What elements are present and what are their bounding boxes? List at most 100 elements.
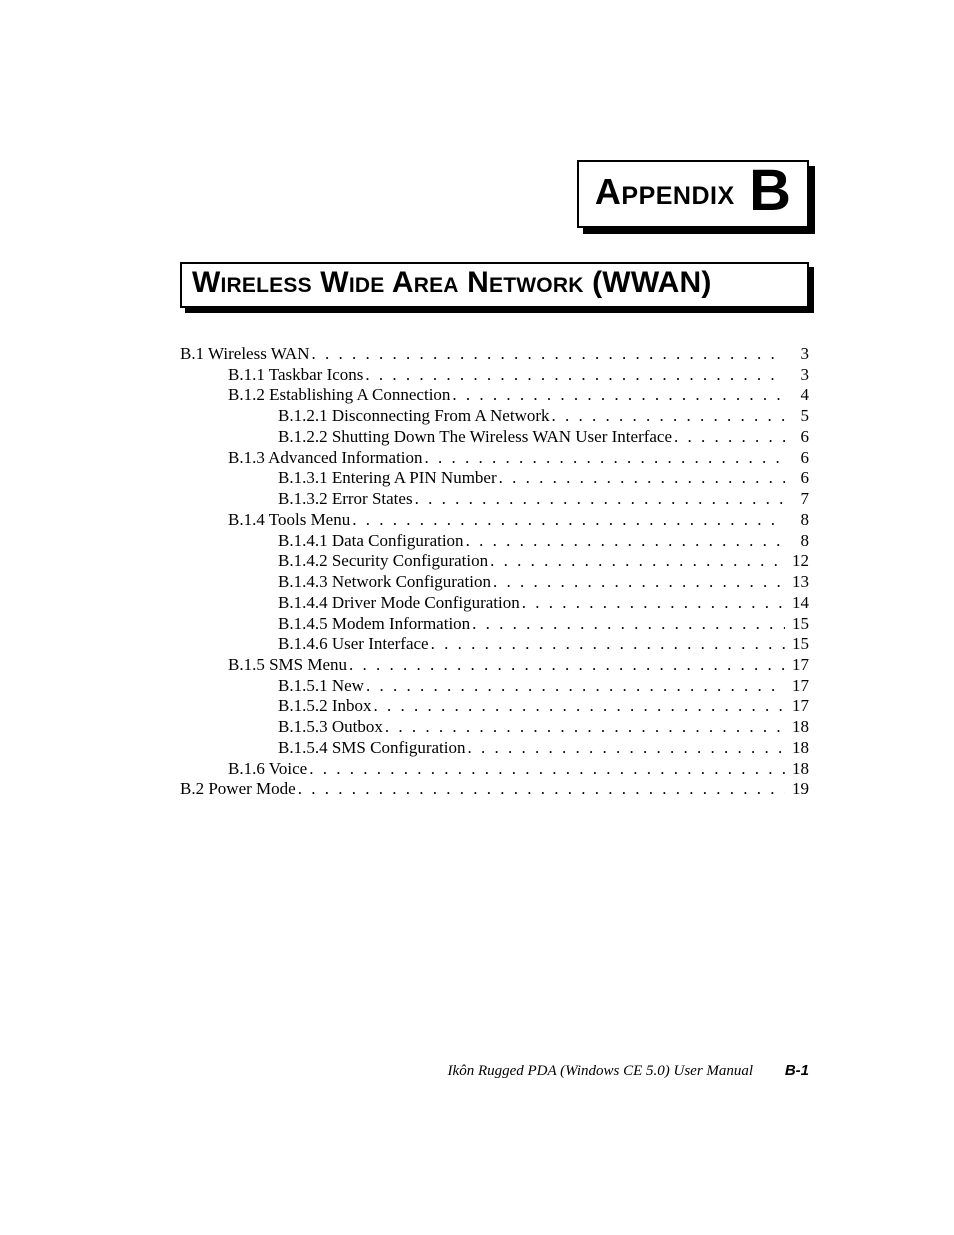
toc-entry-label: B.1.3.1 Entering A PIN Number [278,468,497,489]
toc-leader-dots [366,676,785,697]
toc-entry[interactable]: B.1.5 SMS Menu 17 [228,655,809,676]
page: Appendix B Wireless Wide Area Network (W… [0,0,954,1235]
toc-entry[interactable]: B.1.4 Tools Menu 8 [228,510,809,531]
subtitle-box: Wireless Wide Area Network (WWAN) [180,262,809,308]
toc-leader-dots [298,779,785,800]
toc-entry-label: B.1.2 Establishing A Connection [228,385,450,406]
toc-leader-dots [466,531,785,552]
toc-entry-page: 12 [787,551,809,572]
toc-entry-page: 6 [787,468,809,489]
appendix-heading-face: Appendix B [577,160,809,228]
toc-entry-page: 13 [787,572,809,593]
toc-entry-page: 17 [787,676,809,697]
toc-leader-dots [499,468,785,489]
toc-leader-dots [674,427,785,448]
toc-entry-label: B.1.3.2 Error States [278,489,413,510]
table-of-contents: B.1 Wireless WAN3B.1.1 Taskbar Icons3B.1… [180,344,809,800]
toc-entry-label: B.1.2.2 Shutting Down The Wireless WAN U… [278,427,672,448]
toc-entry-label: B.1.4.5 Modem Information [278,614,470,635]
toc-entry-label: B.1.4.1 Data Configuration [278,531,464,552]
toc-entry-page: 18 [787,717,809,738]
toc-entry[interactable]: B.1.3 Advanced Information 6 [228,448,809,469]
toc-entry[interactable]: B.1.4.3 Network Configuration 13 [278,572,809,593]
toc-entry-page: 19 [787,779,809,800]
toc-leader-dots [468,738,786,759]
toc-entry-label: B.1.3 Advanced Information [228,448,423,469]
toc-entry-label: B.1.6 Voice [228,759,307,780]
toc-entry[interactable]: B.1.2.1 Disconnecting From A Network 5 [278,406,809,427]
toc-entry-page: 7 [787,489,809,510]
toc-entry-label: B.1.5.4 SMS Configuration [278,738,466,759]
toc-leader-dots [311,344,785,365]
toc-entry-page: 14 [787,593,809,614]
toc-entry[interactable]: B.1.3.1 Entering A PIN Number 6 [278,468,809,489]
toc-entry-page: 3 [787,344,809,365]
toc-entry-page: 17 [787,655,809,676]
toc-entry[interactable]: B.1.4.6 User Interface 15 [278,634,809,655]
toc-entry-label: B.1.5.2 Inbox [278,696,372,717]
toc-entry[interactable]: B.1.5.3 Outbox 18 [278,717,809,738]
toc-entry[interactable]: B.1.5.4 SMS Configuration 18 [278,738,809,759]
subtitle-row: Wireless Wide Area Network (WWAN) [180,262,809,308]
toc-entry-label: B.1.4.3 Network Configuration [278,572,491,593]
toc-entry-label: B.1 Wireless WAN [180,344,309,365]
toc-leader-dots [349,655,785,676]
toc-entry[interactable]: B.1.6 Voice 18 [228,759,809,780]
toc-entry[interactable]: B.1.1 Taskbar Icons 3 [228,365,809,386]
footer-manual-title: Ikôn Rugged PDA (Windows CE 5.0) User Ma… [448,1063,754,1079]
toc-leader-dots [552,406,785,427]
toc-leader-dots [365,365,785,386]
toc-entry-label: B.1.1 Taskbar Icons [228,365,363,386]
heading-row: Appendix B [180,160,809,228]
toc-leader-dots [374,696,786,717]
toc-entry-label: B.1.5.3 Outbox [278,717,383,738]
toc-entry-page: 3 [787,365,809,386]
toc-entry-label: B.1.4.6 User Interface [278,634,429,655]
toc-entry[interactable]: B.1.5.1 New 17 [278,676,809,697]
appendix-heading-box: Appendix B [577,160,809,228]
toc-entry-label: B.2 Power Mode [180,779,296,800]
toc-entry[interactable]: B.1.4.2 Security Configuration 12 [278,551,809,572]
toc-entry-page: 18 [787,759,809,780]
toc-entry[interactable]: B.1 Wireless WAN 3 [180,344,809,365]
toc-entry-page: 18 [787,738,809,759]
toc-leader-dots [385,717,785,738]
toc-entry[interactable]: B.1.2.2 Shutting Down The Wireless WAN U… [278,427,809,448]
page-footer: Ikôn Rugged PDA (Windows CE 5.0) User Ma… [448,1062,809,1080]
toc-entry-page: 6 [787,448,809,469]
toc-entry-page: 15 [787,614,809,635]
toc-entry-label: B.1.5 SMS Menu [228,655,347,676]
toc-leader-dots [415,489,785,510]
toc-entry-page: 8 [787,531,809,552]
toc-entry-page: 4 [787,385,809,406]
toc-entry[interactable]: B.1.5.2 Inbox 17 [278,696,809,717]
toc-entry[interactable]: B.1.4.4 Driver Mode Configuration 14 [278,593,809,614]
toc-leader-dots [352,510,785,531]
toc-entry-label: B.1.2.1 Disconnecting From A Network [278,406,550,427]
toc-leader-dots [431,634,785,655]
toc-leader-dots [490,551,785,572]
toc-entry-label: B.1.4 Tools Menu [228,510,350,531]
subtitle-text: Wireless Wide Area Network (WWAN) [192,266,712,299]
footer-page-number: B-1 [785,1062,809,1079]
toc-entry-page: 15 [787,634,809,655]
toc-entry-label: B.1.4.2 Security Configuration [278,551,488,572]
subtitle-face: Wireless Wide Area Network (WWAN) [180,262,809,308]
toc-leader-dots [452,385,785,406]
toc-entry[interactable]: B.1.4.5 Modem Information 15 [278,614,809,635]
toc-entry[interactable]: B.1.2 Establishing A Connection 4 [228,385,809,406]
toc-entry[interactable]: B.1.4.1 Data Configuration 8 [278,531,809,552]
toc-entry-label: B.1.4.4 Driver Mode Configuration [278,593,520,614]
toc-entry-label: B.1.5.1 New [278,676,364,697]
toc-entry-page: 5 [787,406,809,427]
toc-leader-dots [493,572,785,593]
toc-entry-page: 17 [787,696,809,717]
toc-entry[interactable]: B.1.3.2 Error States 7 [278,489,809,510]
appendix-word: Appendix [595,171,735,212]
toc-leader-dots [522,593,785,614]
toc-entry-page: 6 [787,427,809,448]
toc-entry-page: 8 [787,510,809,531]
appendix-letter: B [749,158,791,223]
toc-entry[interactable]: B.2 Power Mode 19 [180,779,809,800]
toc-leader-dots [472,614,785,635]
